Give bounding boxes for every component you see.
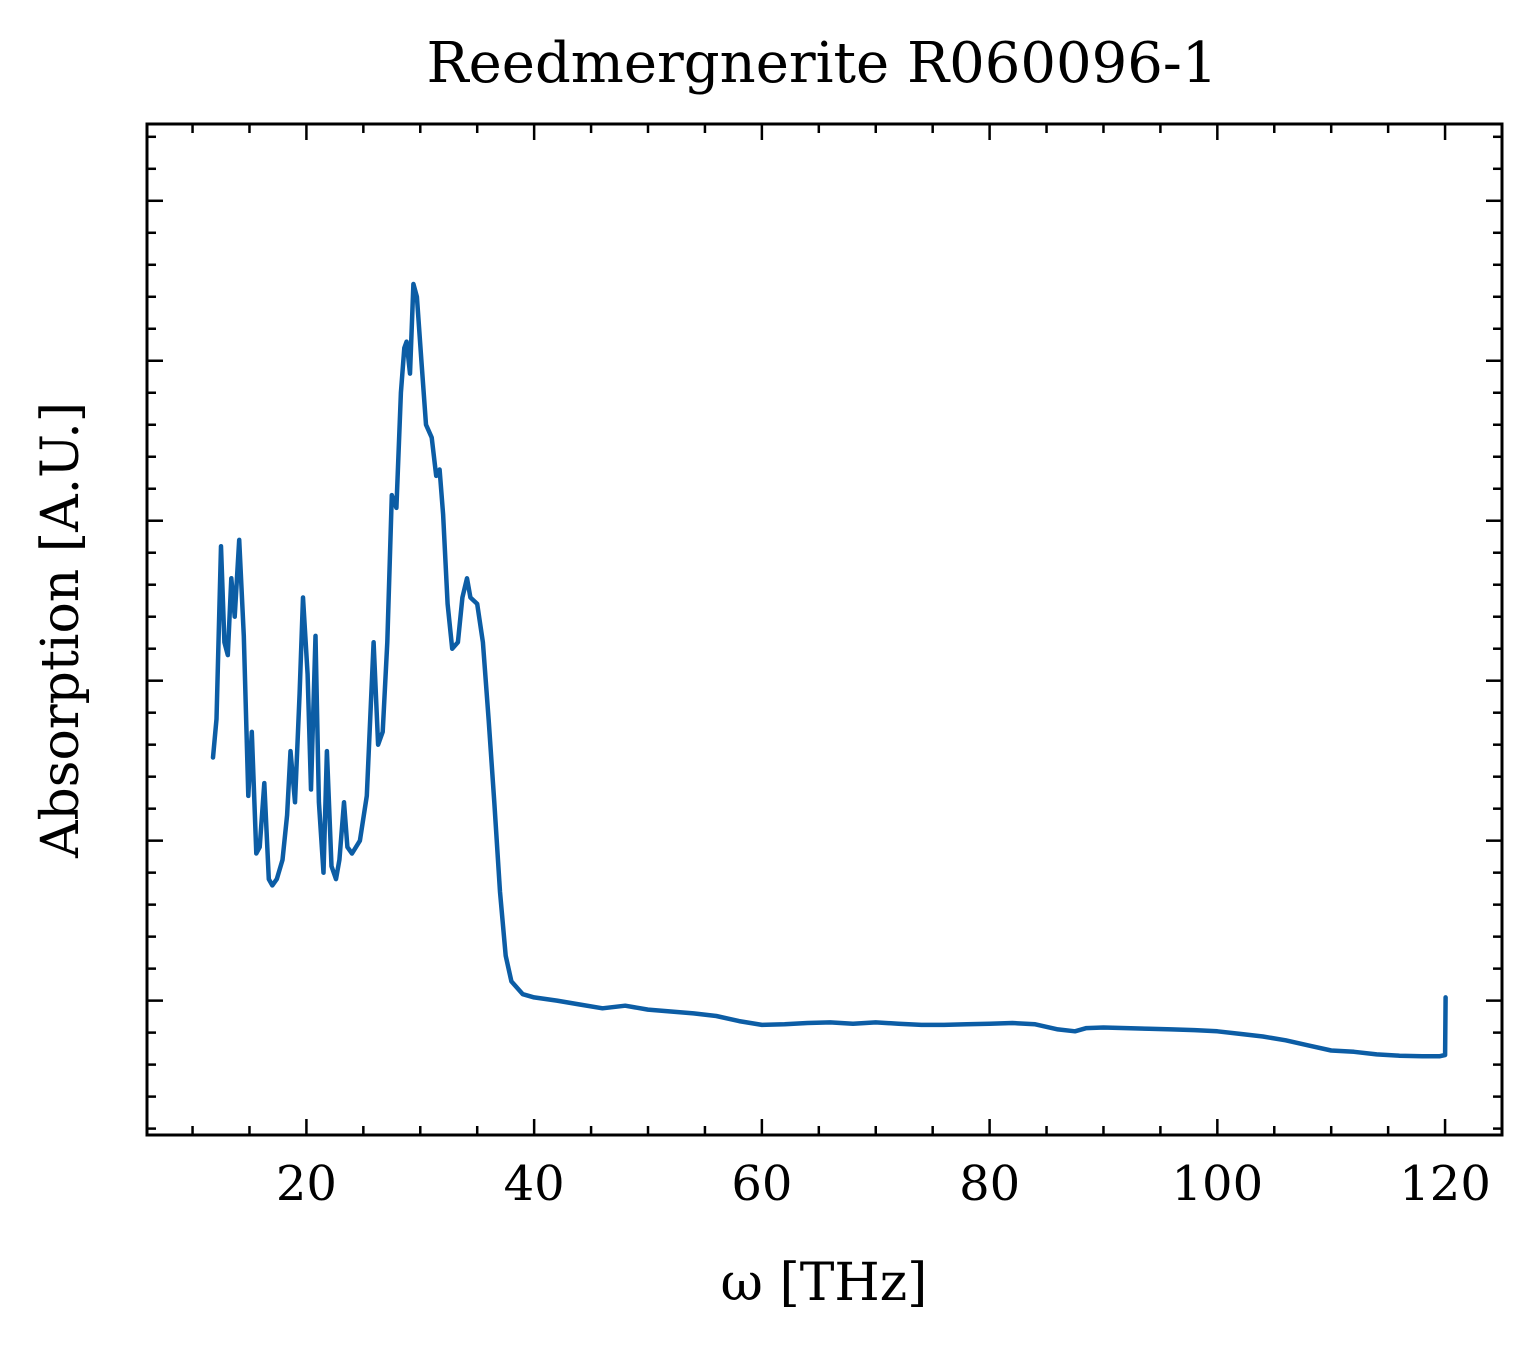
chart-title: Reedmergnerite R060096-1 xyxy=(427,31,1218,96)
y-axis-label: Absorption [A.U.] xyxy=(31,402,91,859)
x-tick-label: 40 xyxy=(504,1156,565,1212)
x-tick-label: 120 xyxy=(1399,1156,1491,1212)
x-tick-labels: 20 40 60 80 100 120 xyxy=(276,1156,1491,1212)
plot-frame xyxy=(145,122,1504,1137)
absorption-series-line xyxy=(210,281,1448,1059)
x-tick-label: 60 xyxy=(731,1156,792,1212)
x-tick-label: 20 xyxy=(276,1156,337,1212)
x-tick-label: 80 xyxy=(959,1156,1020,1212)
x-axis-label: ω [THz] xyxy=(721,1253,928,1313)
axis-ticks xyxy=(147,124,1504,1135)
x-tick-label: 100 xyxy=(1172,1156,1264,1212)
